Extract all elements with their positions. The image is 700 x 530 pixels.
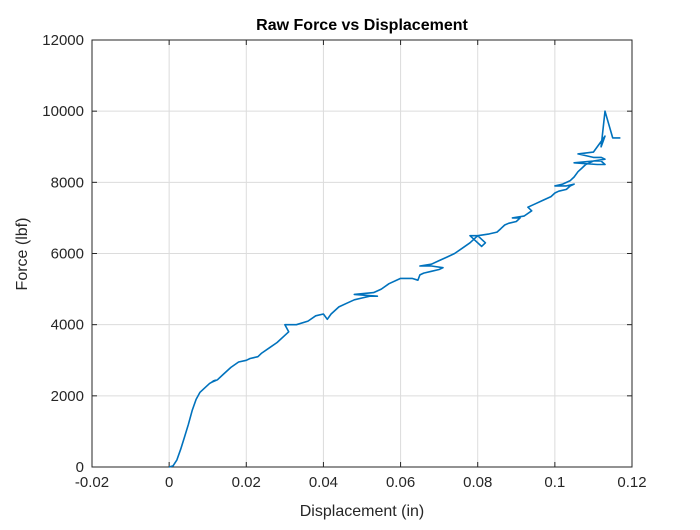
y-tick-label: 2000 xyxy=(51,388,84,405)
y-axis-label: Force (lbf) xyxy=(14,218,31,291)
y-tick-label: 0 xyxy=(76,459,84,476)
y-tick-label: 10000 xyxy=(42,103,84,120)
x-tick-label: 0.08 xyxy=(463,474,492,491)
x-tick-label: 0.04 xyxy=(309,474,338,491)
series-line xyxy=(168,110,621,468)
grid-lines xyxy=(91,39,633,468)
x-tick-label: 0.1 xyxy=(544,474,565,491)
y-tick-label: 6000 xyxy=(51,246,84,263)
x-tick-label: -0.02 xyxy=(75,474,109,491)
x-tick-label: 0 xyxy=(165,474,173,491)
series-group xyxy=(168,110,621,468)
x-axis-label: Displacement (in) xyxy=(300,503,424,520)
y-tick-label: 8000 xyxy=(51,174,84,191)
y-tick-label: 12000 xyxy=(42,32,84,49)
x-tick-label: 0.12 xyxy=(617,474,646,491)
x-tick-label: 0.06 xyxy=(386,474,415,491)
chart-title: Raw Force vs Displacement xyxy=(256,17,468,34)
y-tick-label: 4000 xyxy=(51,317,84,334)
axis-ticks: -0.02 0 0.02 0.04 0.06 0.08 0.1 0.1202000400060… xyxy=(42,32,646,491)
x-tick-label: 0.02 xyxy=(232,474,261,491)
